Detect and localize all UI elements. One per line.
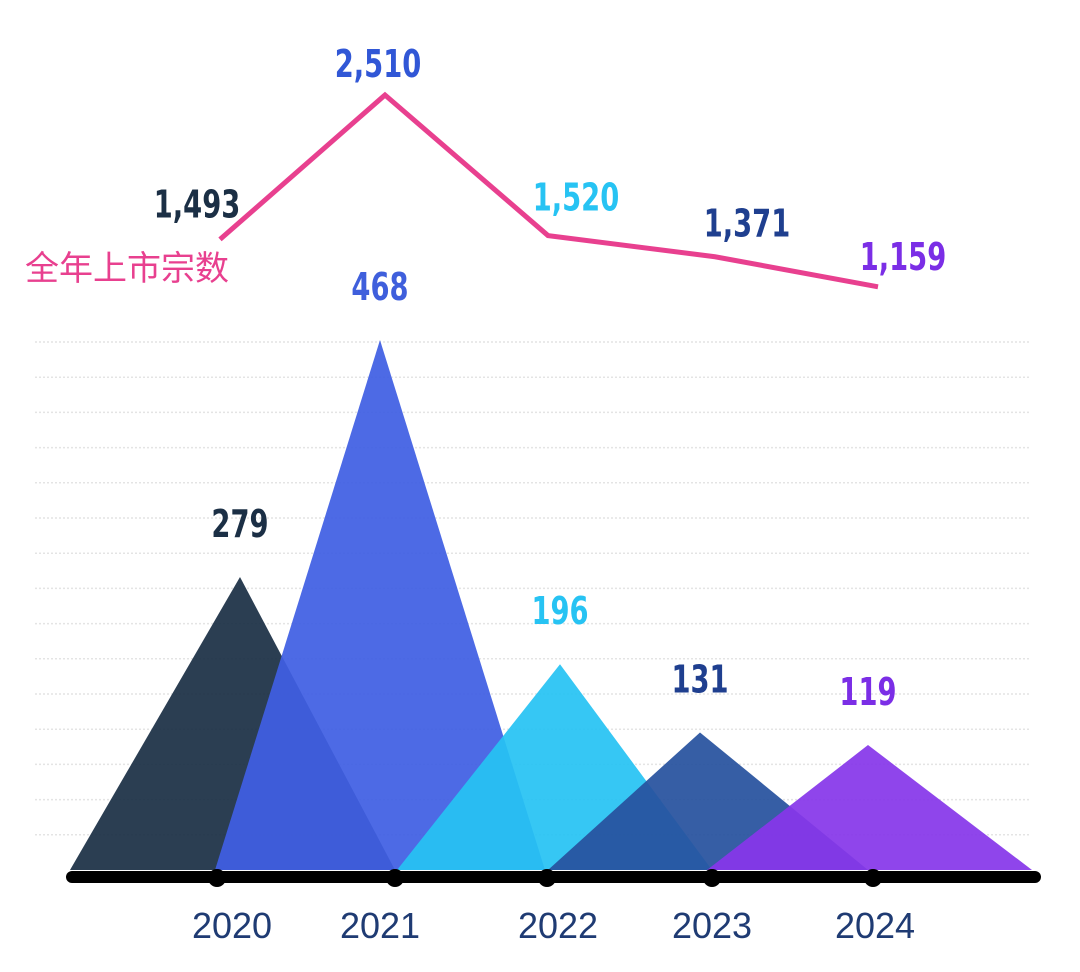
triangle-series xyxy=(70,340,1032,870)
x-tick-label: 2021 xyxy=(340,905,420,946)
line-value-label: 1,493 xyxy=(154,182,241,227)
bar-value-label: 196 xyxy=(531,589,588,634)
x-axis: 2020 2021 2022 2023 2024 xyxy=(66,869,1041,946)
bar-value-label: 119 xyxy=(839,669,896,714)
line-value-label: 1,371 xyxy=(704,201,791,246)
x-tick-label: 2023 xyxy=(672,905,752,946)
line-value-label: 1,520 xyxy=(533,175,620,220)
series-label: 全年上市宗数 xyxy=(25,249,229,289)
x-tick-label: 2024 xyxy=(835,905,915,946)
line-series xyxy=(218,91,879,290)
bar-value-label: 279 xyxy=(211,501,268,546)
line-value-label: 1,159 xyxy=(860,234,947,279)
axis-tick-dot xyxy=(538,869,556,887)
line-value-label: 2,510 xyxy=(335,41,422,86)
axis-tick-dot xyxy=(703,869,721,887)
bar-value-label: 131 xyxy=(671,657,728,702)
x-tick-label: 2022 xyxy=(518,905,598,946)
triangle-2024 xyxy=(707,745,1032,870)
x-tick-label: 2020 xyxy=(192,905,272,946)
axis-tick-dot xyxy=(386,869,404,887)
bar-value-label: 468 xyxy=(351,264,408,309)
axis-tick-dot xyxy=(864,869,882,887)
data-labels: 279 468 196 131 119 1,493 2,510 1,520 1,371 1,159 xyxy=(154,41,947,714)
axis-tick-dot xyxy=(208,869,226,887)
triangle-2021 xyxy=(215,340,545,870)
